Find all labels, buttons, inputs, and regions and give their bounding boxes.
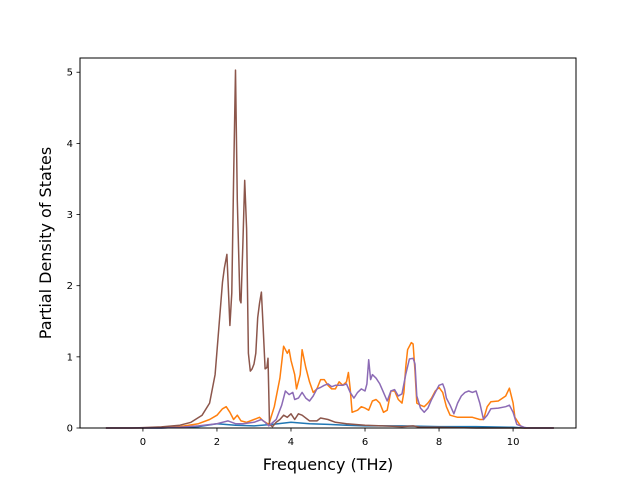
x-tick-label: 10 [507, 437, 520, 448]
x-tick-label: 6 [362, 437, 368, 448]
series-line-2 [105, 341, 554, 429]
axes-frame [79, 57, 577, 429]
y-tick-label: 1 [67, 352, 73, 363]
series-line-4 [105, 357, 554, 429]
y-axis-label: Partial Density of States [36, 147, 55, 339]
series-line-3 [105, 69, 554, 429]
y-axis: 0 1 2 3 4 5 [67, 68, 80, 435]
x-axis-label: Frequency (THz) [263, 455, 393, 474]
y-tick-label: 4 [67, 139, 73, 150]
x-axis: 0 2 4 6 8 10 [140, 428, 520, 448]
x-tick-label: 2 [214, 437, 220, 448]
y-tick-label: 0 [67, 424, 73, 435]
x-tick-label: 0 [140, 437, 146, 448]
x-tick-label: 4 [288, 437, 294, 448]
y-tick-label: 5 [67, 68, 73, 79]
y-tick-label: 3 [67, 210, 73, 221]
x-tick-label: 8 [436, 437, 442, 448]
y-tick-label: 2 [67, 281, 73, 292]
plot-area [105, 69, 554, 429]
